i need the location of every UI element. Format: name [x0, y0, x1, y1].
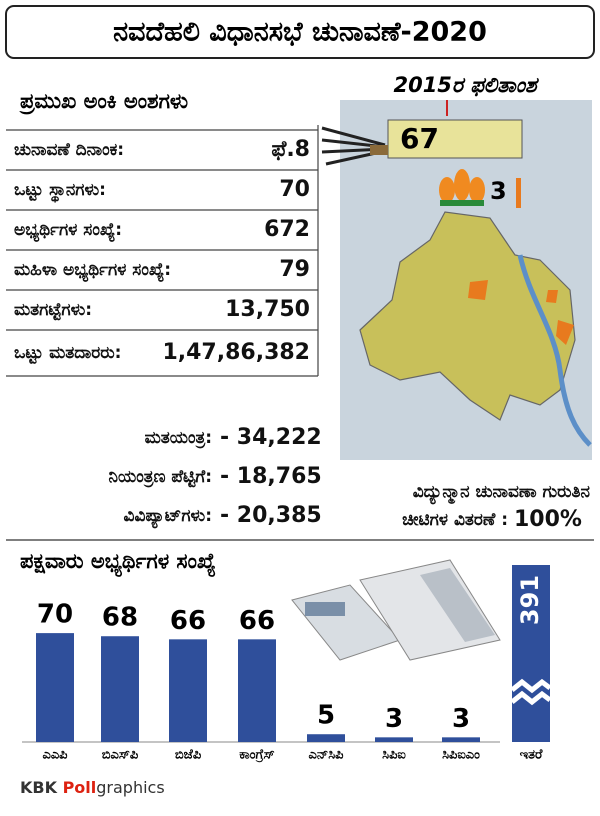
value-label: 391 [516, 575, 544, 625]
bar [512, 565, 550, 742]
stat-label: ಚುನಾವಣೆ ದಿನಾಂಕ: [14, 140, 124, 160]
stat-label: ಒಟ್ಟು ಮತದಾರರು: [14, 343, 121, 365]
x-tick-label: ಎಎಪಿ [42, 748, 68, 763]
stat-label: ಅಭ್ಯರ್ಥಿಗಳ ಸಂಖ್ಯೆ: [14, 220, 122, 243]
stat-label: ಒಟ್ಟು ಸ್ಥಾನಗಳು: [14, 180, 106, 204]
stat-value: 1,47,86,382 [162, 340, 310, 365]
credit-brand: KBK [20, 778, 58, 797]
value-label: 66 [170, 606, 206, 636]
map-heading: 2015ರ ಫಲಿತಾಂಶ [393, 73, 540, 97]
lotus [439, 169, 485, 206]
x-tick-label: ಸಿಪಿಐ [382, 748, 406, 763]
machine-label: ವಿವಿಪ್ಯಾಟ್‌ಗಳು: [124, 506, 212, 529]
stat-value: ಫೆ.8 [271, 137, 310, 162]
river [517, 254, 592, 447]
stat-value: 672 [264, 217, 310, 242]
x-tick-label: ಎನ್‌ಸಿಪಿ [308, 748, 344, 763]
stat-value: 79 [279, 257, 310, 282]
bar [101, 636, 139, 742]
machine-label: ನಿಯಂತ್ರಣ ಪೆಟ್ಟಿಗೆ: [109, 467, 212, 488]
bar [169, 639, 207, 742]
machine-value: - 34,222 [220, 425, 322, 450]
value-label: 66 [239, 606, 275, 636]
credit-poll: Poll [63, 778, 97, 797]
chart-title: ಪಕ್ಷವಾರು ಅಭ್ಯರ್ಥಿಗಳ ಸಂಖ್ಯೆ [20, 549, 216, 577]
value-label: 68 [102, 603, 138, 633]
voter-slip-box [318, 478, 594, 536]
bar [375, 737, 413, 742]
title-box [5, 5, 595, 59]
machine-label: ಮತಯಂತ್ರ: [145, 428, 212, 449]
bar [307, 734, 345, 742]
voter-slip-line-2: ಚೀಟಿಗಳ ವಿತರಣೆ : [402, 510, 508, 530]
x-tick-label: ಬಿಎಸ್‌ಪಿ [102, 748, 139, 763]
bar [36, 633, 74, 742]
broom-handle [370, 145, 388, 155]
credit-graphics: graphics [96, 778, 164, 797]
x-tick-label: ಸಿಪಿಐಎಂ [442, 748, 480, 763]
bar [238, 639, 276, 742]
value-label: 3 [452, 704, 470, 734]
title: ನವದೆಹಲಿ ವಿಧಾನಸಭೆ ಚುನಾವಣೆ-2020 [113, 17, 487, 48]
credit: KBK Pollgraphics [20, 778, 165, 797]
bjp-bar [516, 178, 521, 208]
voter-slip-value: 100% [514, 507, 582, 532]
machine-value: - 18,765 [220, 464, 322, 489]
x-tick-label: ಬಿಜೆಪಿ [175, 748, 202, 763]
bjp-seats: 3 [490, 177, 507, 205]
machine-value: - 20,385 [220, 503, 322, 528]
stat-value: 70 [279, 177, 310, 202]
stat-label: ಮತಗಟ್ಟೆಗಳು: [14, 300, 92, 321]
evm-image [291, 559, 501, 661]
value-label: 5 [317, 701, 335, 731]
bjp-seats-map [468, 280, 574, 345]
bar [442, 737, 480, 742]
value-label: 70 [37, 600, 73, 630]
stat-label: ಮಹಿಳಾ ಅಭ್ಯರ್ಥಿಗಳ ಸಂಖ್ಯೆ: [14, 260, 171, 283]
voter-slip-line-1: ವಿದ್ಯುನ್ಮಾನ ಚುನಾವಣಾ ಗುರುತಿನ [413, 482, 591, 505]
axis-break [510, 678, 552, 706]
x-tick-label: ಇತರೆ [520, 748, 543, 763]
x-tick-label: ಕಾಂಗ್ರೆಸ್ [239, 748, 275, 764]
aap-box [387, 119, 523, 159]
value-label: 3 [385, 704, 403, 734]
stat-value: 13,750 [225, 297, 310, 322]
aap-seats: 67 [400, 122, 439, 155]
stats-heading: ಪ್ರಮುಖ ಅಂಕಿ ಅಂಶಗಳು [19, 89, 189, 115]
broom [321, 126, 386, 166]
